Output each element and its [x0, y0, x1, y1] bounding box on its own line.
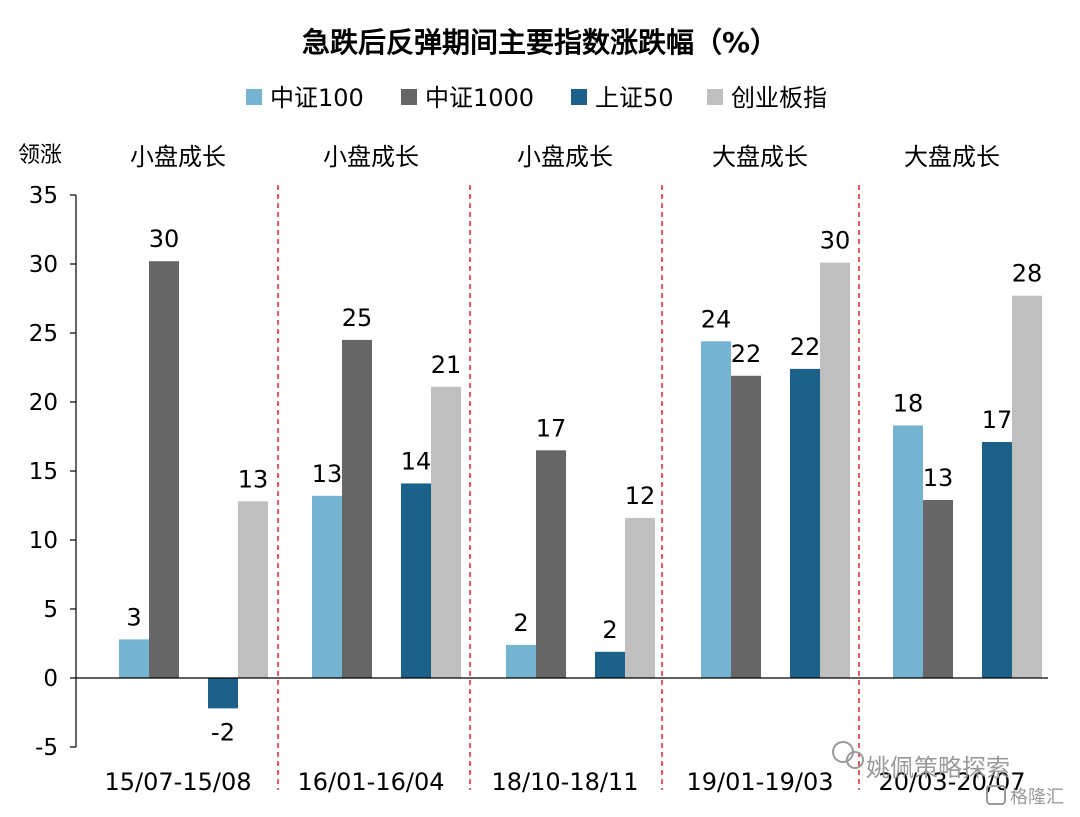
watermark-text: 姚佩策略探索 — [866, 754, 1010, 782]
bar-1-4 — [701, 341, 731, 678]
x-category-label-2: 16/01-16/04 — [298, 768, 445, 796]
value-label-3-1: -2 — [211, 718, 235, 746]
x-category-label-3: 18/10-18/11 — [492, 768, 639, 796]
value-label-1-2: 13 — [312, 460, 343, 488]
value-label-2-2: 25 — [342, 304, 373, 332]
watermark: 姚佩策略探索 格隆汇 — [832, 741, 1064, 808]
value-label-2-4: 22 — [731, 340, 762, 368]
y-tick-labels: -5 0 5 10 15 20 25 30 35 — [29, 183, 58, 761]
group-label-3: 小盘成长 — [517, 143, 613, 171]
bar-1-3 — [506, 644, 536, 678]
group-labels: 小盘成长 小盘成长 小盘成长 大盘成长 大盘成长 — [130, 143, 1000, 171]
y-tick-label-8: 30 — [29, 252, 58, 278]
value-label-4-1: 13 — [238, 465, 269, 493]
value-label-4-5: 28 — [1012, 260, 1043, 288]
bar-1-2 — [312, 495, 342, 678]
chart-title: 急跌后反弹期间主要指数涨跌幅（%） — [302, 26, 778, 59]
y-tick-label-3: 5 — [43, 597, 58, 623]
group-label-5: 大盘成长 — [904, 143, 1000, 171]
value-label-1-3: 2 — [513, 609, 528, 637]
value-label-2-5: 13 — [923, 464, 954, 492]
bar-3-4 — [790, 368, 820, 678]
bar-2-4 — [731, 375, 761, 678]
bar-2-2 — [342, 339, 372, 678]
bar-3-1 — [208, 678, 238, 709]
watermark-text-2: 格隆汇 — [1010, 787, 1064, 808]
y-tick-label-1: -5 — [35, 735, 58, 761]
bar-4-4 — [820, 262, 850, 678]
y-tick-label-2: 0 — [43, 666, 58, 692]
bar-1-1 — [119, 639, 149, 678]
bar-2-1 — [149, 261, 179, 678]
y-tick-label-5: 15 — [29, 459, 58, 485]
value-label-3-4: 22 — [790, 333, 821, 361]
bar-1-5 — [893, 425, 923, 678]
value-label-2-3: 17 — [536, 414, 567, 442]
value-label-4-4: 30 — [820, 227, 851, 255]
bar-4-2 — [431, 386, 461, 678]
y-tick-label-4: 10 — [29, 528, 58, 554]
x-category-labels: 15/07-15/08 16/01-16/04 18/10-18/11 19/01-1… — [105, 768, 1026, 796]
bar-4-5 — [1012, 295, 1042, 678]
y-tick-label-6: 20 — [29, 390, 58, 416]
value-label-3-2: 14 — [401, 447, 432, 475]
legend-swatch-4 — [707, 89, 723, 105]
gelonghui-icon — [986, 785, 1006, 805]
bar-4-3 — [625, 517, 655, 678]
value-label-3-3: 2 — [602, 616, 617, 644]
bar-2-5 — [923, 499, 953, 678]
bar-2-3 — [536, 450, 566, 678]
y-tick-label-9: 35 — [29, 183, 58, 209]
legend: 中证100 中证1000 上证50 创业板指 — [246, 84, 827, 112]
axes — [70, 194, 1048, 748]
x-category-label-5: 20/03-20/07 — [879, 768, 1026, 796]
legend-label-1: 中证100 — [270, 84, 364, 112]
group-label-2: 小盘成长 — [323, 143, 419, 171]
x-category-label-1: 15/07-15/08 — [105, 768, 252, 796]
legend-swatch-3 — [571, 89, 587, 105]
legend-swatch-2 — [401, 89, 417, 105]
value-label-3-5: 17 — [982, 406, 1013, 434]
corner-label: 领涨 — [18, 143, 62, 168]
bar-3-3 — [595, 651, 625, 678]
value-label-1-1: 3 — [126, 603, 141, 631]
bars — [119, 261, 1042, 709]
group-separators — [277, 185, 860, 790]
x-category-label-4: 19/01-19/03 — [687, 768, 834, 796]
wechat-icon — [832, 741, 864, 769]
value-label-4-3: 12 — [625, 482, 656, 510]
bar-3-5 — [982, 442, 1012, 678]
legend-label-3: 上证50 — [595, 84, 674, 112]
legend-swatch-1 — [246, 89, 262, 105]
bar-3-2 — [401, 483, 431, 678]
y-tick-label-7: 25 — [29, 321, 58, 347]
value-label-1-5: 18 — [893, 389, 924, 417]
group-label-4: 大盘成长 — [712, 143, 808, 171]
value-label-4-2: 21 — [431, 351, 462, 379]
value-label-2-1: 30 — [149, 225, 180, 253]
value-label-1-4: 24 — [701, 305, 732, 333]
legend-label-2: 中证1000 — [425, 84, 534, 112]
bar-4-1 — [238, 501, 268, 678]
group-label-1: 小盘成长 — [130, 143, 226, 171]
legend-label-4: 创业板指 — [731, 84, 827, 112]
